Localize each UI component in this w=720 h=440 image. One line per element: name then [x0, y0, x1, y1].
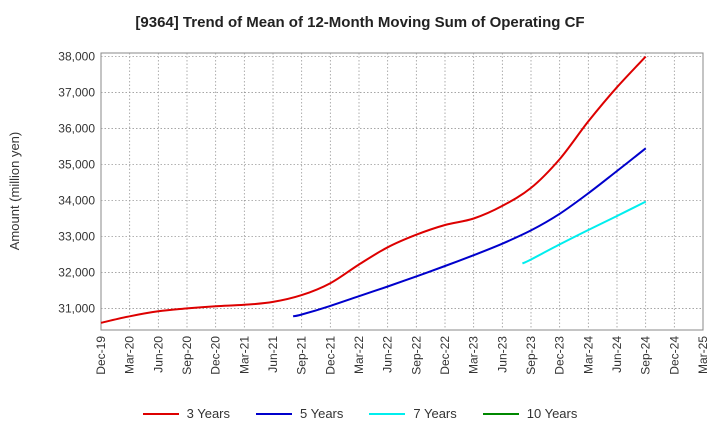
y-tick-label: 33,000 [58, 229, 95, 243]
legend-label: 5 Years [300, 406, 344, 421]
x-tick-label: Dec-23 [553, 336, 567, 375]
x-tick-label: Sep-24 [639, 336, 653, 375]
x-tick-label: Mar-22 [352, 336, 366, 374]
y-tick-label: 35,000 [58, 158, 95, 172]
legend-item-5-years: 5 Years [256, 406, 343, 421]
legend: 3 Years 5 Years 7 Years 10 Years [0, 406, 720, 421]
legend-swatch [142, 412, 179, 415]
y-tick-label: 37,000 [58, 86, 95, 100]
x-tick-label: Dec-22 [438, 336, 452, 375]
x-tick-label: Dec-24 [667, 336, 681, 375]
x-tick-label: Sep-23 [524, 336, 538, 375]
series-line-3-years [100, 55, 647, 324]
x-tick-label: Sep-21 [295, 336, 309, 375]
x-tick-label: Jun-21 [266, 336, 280, 373]
x-tick-label: Mar-20 [123, 336, 137, 374]
legend-label: 10 Years [526, 406, 578, 421]
chart-title: [9364] Trend of Mean of 12-Month Moving … [135, 14, 585, 31]
x-tick-label: Mar-24 [581, 336, 595, 374]
legend-item-10-years: 10 Years [482, 406, 578, 421]
y-tick-label: 31,000 [58, 301, 95, 315]
plot-area [100, 52, 704, 331]
x-tick-label: Sep-22 [409, 336, 423, 375]
series-line-5-years [292, 147, 647, 318]
x-tick-label: Dec-19 [94, 336, 108, 375]
y-axis-title: Amount (million yen) [7, 132, 22, 251]
x-tick-label: Mar-21 [237, 336, 251, 374]
legend-item-7-years: 7 Years [369, 406, 457, 421]
x-tick-label: Dec-20 [209, 336, 223, 375]
x-tick-label: Jun-24 [610, 336, 624, 373]
legend-label: 7 Years [413, 406, 457, 421]
x-tick-label: Jun-22 [381, 336, 395, 373]
y-tick-label: 38,000 [58, 50, 95, 64]
legend-swatch [369, 412, 406, 415]
x-tick-label: Dec-21 [323, 336, 337, 375]
x-tick-label: Jun-23 [495, 336, 509, 373]
legend-label: 3 Years [186, 406, 230, 421]
x-tick-label: Sep-20 [180, 336, 194, 375]
x-tick-label: Jun-20 [151, 336, 165, 373]
legend-item-3-years: 3 Years [142, 406, 230, 421]
legend-swatch [482, 412, 519, 415]
series-line-7-years [522, 200, 647, 265]
y-tick-label: 36,000 [58, 122, 95, 136]
x-tick-label: Mar-25 [696, 336, 710, 374]
x-tick-label: Mar-23 [467, 336, 481, 374]
y-tick-label: 34,000 [58, 193, 95, 207]
legend-swatch [256, 412, 292, 415]
y-tick-label: 32,000 [58, 265, 95, 279]
